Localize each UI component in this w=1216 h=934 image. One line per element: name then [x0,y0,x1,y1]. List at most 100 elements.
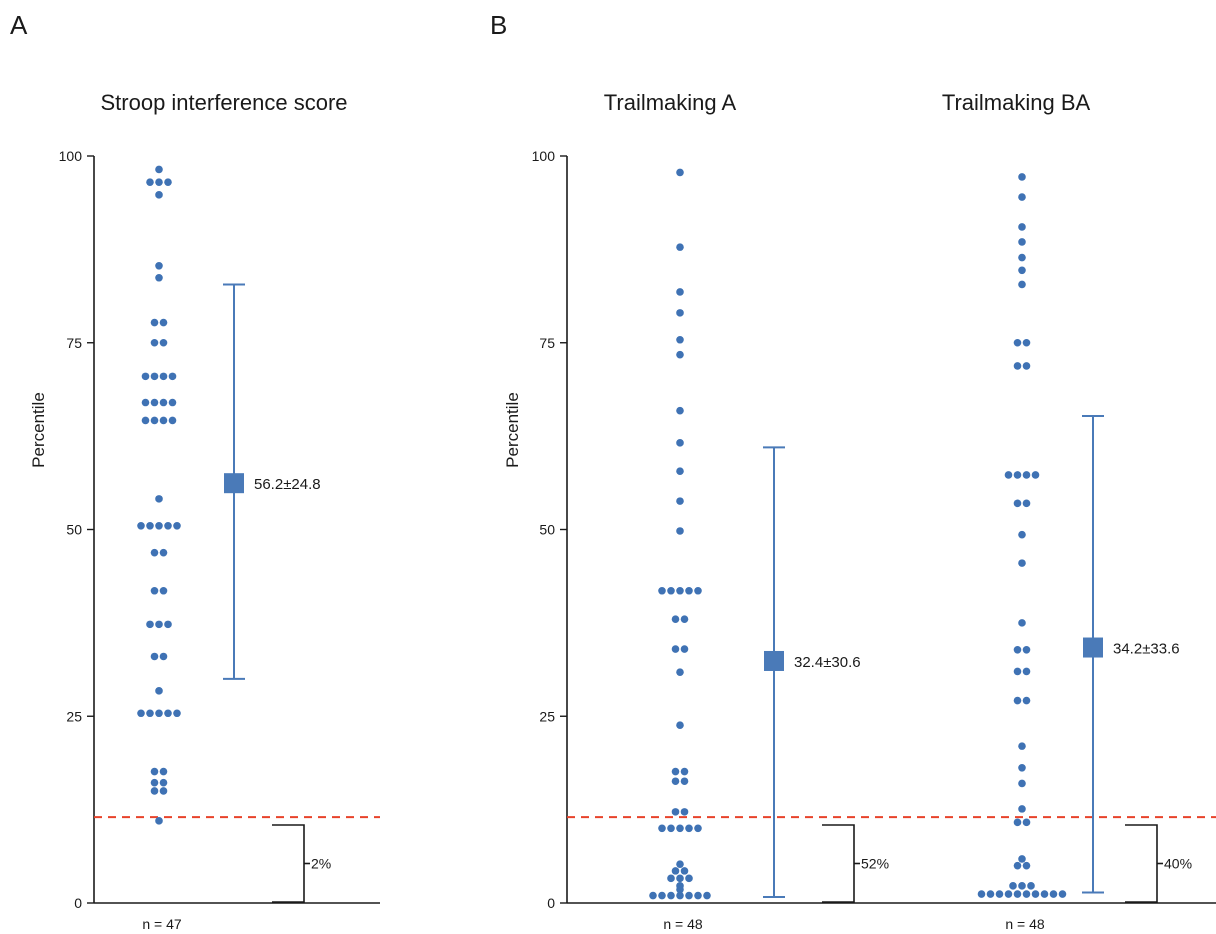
panel-letter-b: B [490,10,507,40]
chart-3-point [1031,471,1040,479]
chart-3-title: Trailmaking BA [942,90,1091,115]
chart-1-point [173,709,181,718]
chart-3-point [1018,619,1026,627]
chart-1-point [155,165,163,174]
plots-layer: Stroop interference score 0 25 50 75 100 Perce… [29,90,1216,932]
chart-1-bracket [272,824,305,903]
chart-2-point [676,586,684,595]
chart-2-tick-label-0: 0 [547,895,555,911]
chart-2-point [685,824,693,833]
chart-3-point [1022,645,1031,654]
chart-2-point [676,891,684,900]
chart-2-point [676,168,684,177]
chart-2-point [658,824,666,833]
chart-3-point [1018,805,1026,813]
chart-1-point [159,398,168,407]
chart-2-point [680,777,689,786]
chart-1-point [150,416,159,425]
chart-2-point [680,808,689,816]
chart-2-point [667,891,675,900]
chart-1-point [159,652,168,661]
chart-3-point [1013,696,1022,705]
chart-3-point [1013,645,1022,654]
chart-1-point [155,687,163,695]
chart-3-point [986,890,995,898]
chart-3-point [1022,818,1031,827]
chart-2-title: Trailmaking A [604,90,737,115]
chart-1-point [173,521,181,530]
chart-1-point [150,372,159,381]
chart-3-point [1022,890,1031,898]
chart-2-point [680,867,689,875]
chart-2-point [676,288,684,296]
chart-2-point [676,243,684,251]
chart-1-point [150,778,159,787]
chart-3-point [1009,882,1017,890]
chart-2-n-label: n = 48 [663,916,703,932]
chart-1-point [168,372,177,381]
chart-2-point [671,808,680,816]
chart-1-tick-label-0: 0 [74,895,82,911]
chart-3-point [1022,499,1031,508]
chart-1-point [150,548,159,557]
chart-2-tick-label-25: 25 [539,708,555,724]
chart-2-point [676,860,684,868]
chart-2-point [658,586,666,595]
chart-3-point [1022,667,1031,676]
chart-3-point [1018,779,1026,788]
chart-1-n-label: n = 47 [142,916,182,932]
chart-2-point [676,335,684,344]
chart-3-point [1049,890,1058,898]
chart-1-mean-label: 56.2±24.8 [254,476,321,493]
chart-1-point [155,273,163,282]
chart-2-point [676,824,684,833]
chart-1-point [155,262,163,270]
chart-3-point [1013,861,1022,870]
chart-1-point [146,521,154,530]
chart-3-point [1013,667,1022,676]
chart-3-point [1022,696,1031,705]
chart-1-point [164,620,172,629]
chart-2-point [667,874,675,883]
chart-2-tick-label-75: 75 [539,335,555,351]
chart-2-point [671,767,680,776]
chart-2-point [667,586,675,595]
chart-3-point [1018,223,1026,231]
chart-2-point [671,777,680,786]
chart-2-point [676,721,684,730]
chart-1-point [146,178,154,186]
chart-2-point [685,891,693,900]
chart-3-point [1018,193,1026,201]
chart-3-point [1013,890,1022,898]
chart-1-point [137,709,145,718]
chart-3-point [1013,362,1022,370]
chart-3-bracket [1125,824,1158,903]
chart-1-below-threshold-label: 2% [311,856,331,872]
chart-1-point [159,416,168,425]
chart-3-point [1018,266,1026,275]
chart-3-point [1018,280,1026,289]
chart-1-point [150,586,159,595]
chart-3-point [1040,890,1049,898]
chart-2-point [671,867,680,875]
chart-3-point [1018,742,1026,750]
chart-1-tick-label-100: 100 [59,148,83,164]
chart-3-point [1013,471,1022,479]
chart-1-mean-marker [224,473,244,494]
panel-letter-a: A [10,10,28,40]
chart-1-title: Stroop interference score [100,90,347,115]
chart-1-point [155,620,163,629]
chart-1-tick-label-25: 25 [66,708,82,724]
chart-1-point [159,338,168,347]
chart-3-n-label: n = 48 [1005,916,1045,932]
chart-1-point [159,787,168,795]
chart-2-point [649,891,657,900]
chart-1-point [159,767,168,776]
chart-1-point [159,548,168,557]
chart-2-point [676,439,684,447]
chart-1-point [150,338,159,347]
chart-3-point [1018,559,1026,567]
chart-1-tick-label-75: 75 [66,335,82,351]
chart-2-point [676,467,684,476]
